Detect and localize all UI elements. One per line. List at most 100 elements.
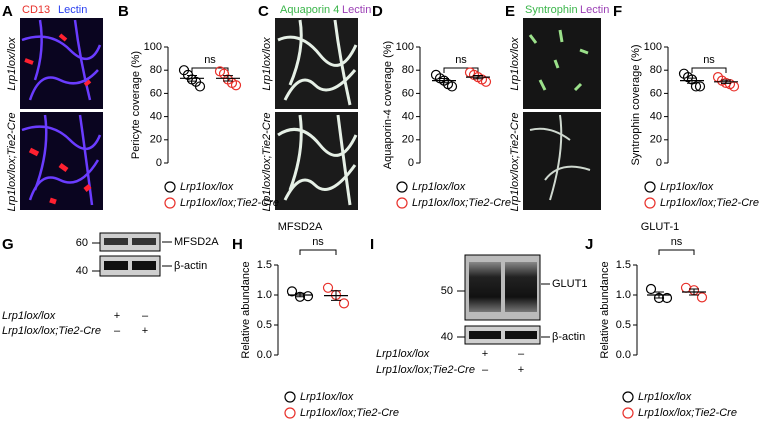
row-label: Lrp1lox/lox;Tie2-Cre	[261, 113, 273, 212]
row-label: Lrp1lox/lox;Tie2-Cre	[509, 113, 521, 212]
error-bar	[473, 75, 483, 80]
legend-marker	[396, 181, 408, 193]
sign: +	[518, 364, 524, 376]
chart-title: MFSD2A	[278, 221, 323, 233]
stain-label: Lectin	[342, 4, 371, 16]
significance-bracket	[658, 249, 695, 255]
y-tick-label: 0.0	[257, 349, 272, 361]
sign: –	[142, 310, 149, 322]
legend-marker	[284, 391, 296, 403]
y-tick-label: 60	[150, 87, 162, 99]
legend-label: Lrp1lox/lox;Tie2-Cre	[180, 197, 279, 209]
y-tick-label: 1.0	[257, 289, 272, 301]
mw-marker: 60	[76, 237, 88, 249]
y-tick-label: 1.0	[616, 289, 631, 301]
data-point	[690, 81, 702, 92]
significance-bracket	[191, 67, 229, 73]
panel-label: A	[2, 3, 13, 20]
y-tick-label: 80	[402, 64, 414, 76]
stain-label: Lectin	[580, 4, 609, 16]
y-tick-label: 100	[396, 41, 414, 53]
legend-marker	[644, 181, 656, 193]
panel-label: I	[370, 236, 374, 253]
legend-label: Lrp1lox/lox;Tie2-Cre	[660, 197, 759, 209]
data-point	[446, 81, 458, 92]
y-axis-label: Relative abundance	[599, 261, 611, 358]
y-tick-label: 0	[156, 157, 162, 169]
legend-label: Lrp1lox/lox	[638, 391, 692, 403]
micrograph	[523, 18, 601, 210]
data-point	[302, 291, 314, 302]
legend-label: Lrp1lox/lox;Tie2-Cre	[412, 197, 511, 209]
data-point	[194, 81, 206, 92]
y-tick-label: 60	[402, 87, 414, 99]
row-label: Lrp1lox/lox;Tie2-Cre	[376, 364, 475, 376]
sign: –	[518, 348, 525, 360]
significance-label: ns	[703, 54, 715, 66]
y-axis-label: Pericyte coverage (%)	[130, 51, 142, 159]
panel-label: J	[585, 236, 593, 253]
band-label: GLUT1	[552, 278, 587, 290]
stain-label: CD13	[22, 4, 50, 16]
row-label: Lrp1lox/lox;Tie2-Cre	[6, 113, 18, 212]
legend-label: Lrp1lox/lox;Tie2-Cre	[300, 407, 399, 419]
mw-marker: 40	[441, 331, 453, 343]
significance-bracket	[691, 67, 727, 73]
micrograph	[275, 18, 358, 210]
y-tick-label: 1.5	[616, 259, 631, 271]
data-point	[322, 282, 334, 293]
y-tick-label: 20	[402, 134, 414, 146]
y-axis-label: Aquaporin-4 coverage (%)	[382, 41, 394, 169]
legend-label: Lrp1lox/lox	[180, 181, 234, 193]
legend-marker	[284, 407, 296, 419]
sign: +	[142, 325, 148, 337]
error-bar	[689, 288, 699, 296]
row-label: Lrp1lox/lox	[261, 37, 273, 91]
band-label: β-actin	[552, 331, 585, 343]
data-point	[694, 81, 706, 92]
western-blot	[92, 232, 172, 277]
y-tick-label: 1.5	[257, 259, 272, 271]
panel-label: B	[118, 3, 129, 20]
error-bar	[331, 290, 341, 301]
mw-marker: 40	[76, 265, 88, 277]
y-tick-label: 100	[144, 41, 162, 53]
panel-label: E	[505, 3, 515, 20]
legend-marker	[396, 197, 408, 209]
error-bar	[295, 292, 305, 298]
sign: +	[114, 310, 120, 322]
row-label: Lrp1lox/lox	[509, 37, 521, 91]
significance-label: ns	[671, 236, 683, 248]
y-axis-label: Syntrophin coverage (%)	[630, 44, 642, 165]
row-label: Lrp1lox/lox	[376, 348, 430, 360]
significance-label: ns	[455, 54, 467, 66]
sign: –	[114, 325, 121, 337]
mw-marker: 50	[441, 285, 453, 297]
data-point	[645, 283, 657, 295]
legend-marker	[164, 181, 176, 193]
error-bar	[721, 79, 731, 84]
y-tick-label: 0	[408, 157, 414, 169]
legend-label: Lrp1lox/lox	[660, 181, 714, 193]
panel-label: H	[232, 236, 243, 253]
row-label: Lrp1lox/lox	[2, 310, 56, 322]
panel-label: G	[2, 236, 14, 253]
legend-marker	[164, 197, 176, 209]
y-tick-label: 60	[650, 87, 662, 99]
band-label: MFSD2A	[174, 236, 219, 248]
y-tick-label: 40	[402, 111, 414, 123]
error-bar	[654, 291, 664, 299]
legend-label: Lrp1lox/lox	[300, 391, 354, 403]
sign: –	[482, 364, 489, 376]
legend-marker	[622, 391, 634, 403]
stain-label: Aquaporin 4	[280, 4, 339, 16]
y-tick-label: 80	[650, 64, 662, 76]
error-bar	[687, 77, 697, 84]
error-bar	[187, 75, 197, 82]
stain-label: Lectin	[58, 4, 87, 16]
data-point	[286, 286, 298, 297]
significance-bracket	[443, 67, 479, 73]
band-label: β-actin	[174, 260, 207, 272]
y-tick-label: 40	[150, 111, 162, 123]
